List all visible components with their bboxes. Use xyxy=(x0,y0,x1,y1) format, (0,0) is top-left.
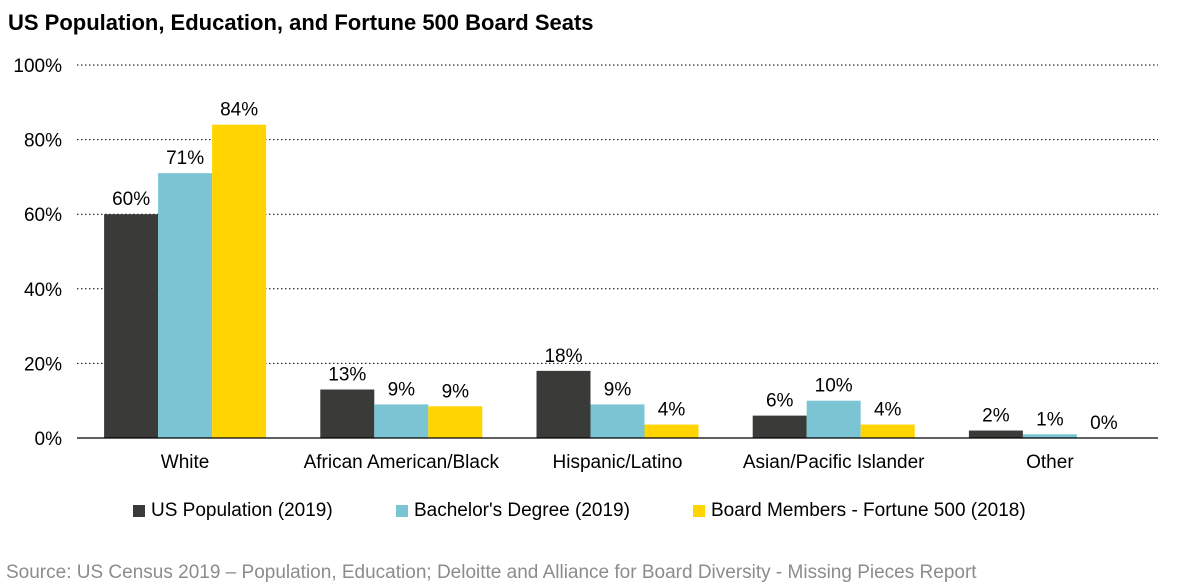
bar xyxy=(536,370,591,438)
bar xyxy=(590,404,645,438)
data-label: 9% xyxy=(604,379,632,400)
legend: US Population (2019) Bachelor's Degree (2… xyxy=(0,500,1181,528)
data-label: 2% xyxy=(982,406,1010,427)
bar xyxy=(428,406,483,438)
data-label: 9% xyxy=(388,379,416,400)
data-label: 6% xyxy=(766,391,794,412)
legend-swatch xyxy=(133,505,145,517)
bar xyxy=(1022,434,1077,438)
bar xyxy=(374,404,429,438)
data-label: 60% xyxy=(112,189,150,210)
source-note: Source: US Census 2019 – Population, Edu… xyxy=(6,562,977,583)
legend-swatch xyxy=(396,505,408,517)
bars xyxy=(104,124,1077,439)
bar xyxy=(968,430,1023,438)
bar-chart: 0% 20% 40% 60% 80% 100% 60% 71% 84% 13% 9% 9% 18% 9%… xyxy=(13,56,1158,473)
data-label: 0% xyxy=(1090,413,1118,434)
data-label: 1% xyxy=(1036,409,1064,430)
data-label: 84% xyxy=(220,100,258,121)
data-label: 13% xyxy=(328,365,366,386)
y-axis: 0% 20% 40% 60% 80% 100% xyxy=(13,56,62,450)
data-label: 10% xyxy=(815,376,853,397)
legend-item: Bachelor's Degree (2019) xyxy=(396,500,630,522)
legend-item: Board Members - Fortune 500 (2018) xyxy=(693,500,1026,522)
legend-swatch xyxy=(693,505,705,517)
bar xyxy=(104,214,159,438)
data-label: 71% xyxy=(166,148,204,169)
bar xyxy=(860,424,915,438)
y-tick-label: 20% xyxy=(24,354,62,375)
y-tick-label: 60% xyxy=(24,205,62,226)
bar xyxy=(806,400,861,438)
legend-label: Bachelor's Degree (2019) xyxy=(414,500,630,521)
bar xyxy=(752,415,807,438)
data-label: 4% xyxy=(658,400,686,421)
bar xyxy=(320,389,375,438)
data-label: 18% xyxy=(544,346,582,367)
legend-label: US Population (2019) xyxy=(151,500,333,521)
bar xyxy=(158,173,213,439)
bar xyxy=(212,124,267,439)
x-tick-label: African American/Black xyxy=(304,452,500,473)
legend-label: Board Members - Fortune 500 (2018) xyxy=(711,500,1026,521)
y-tick-label: 40% xyxy=(24,280,62,301)
x-tick-label: White xyxy=(161,452,210,473)
x-tick-label: Other xyxy=(1026,452,1074,473)
y-tick-label: 100% xyxy=(13,56,62,77)
bar xyxy=(644,424,699,438)
data-labels: 60% 71% 84% 13% 9% 9% 18% 9% 4% 6% 10% 4% 2% 1% 0% xyxy=(112,100,1118,434)
y-tick-label: 0% xyxy=(35,429,63,450)
legend-item: US Population (2019) xyxy=(133,500,333,522)
x-tick-label: Asian/Pacific Islander xyxy=(743,452,925,473)
y-tick-label: 80% xyxy=(24,131,62,152)
data-label: 9% xyxy=(442,381,470,402)
data-label: 4% xyxy=(874,400,902,421)
chart-title: US Population, Education, and Fortune 50… xyxy=(8,10,594,35)
x-tick-label: Hispanic/Latino xyxy=(553,452,683,473)
x-axis: White African American/Black Hispanic/Lati… xyxy=(77,437,1158,473)
